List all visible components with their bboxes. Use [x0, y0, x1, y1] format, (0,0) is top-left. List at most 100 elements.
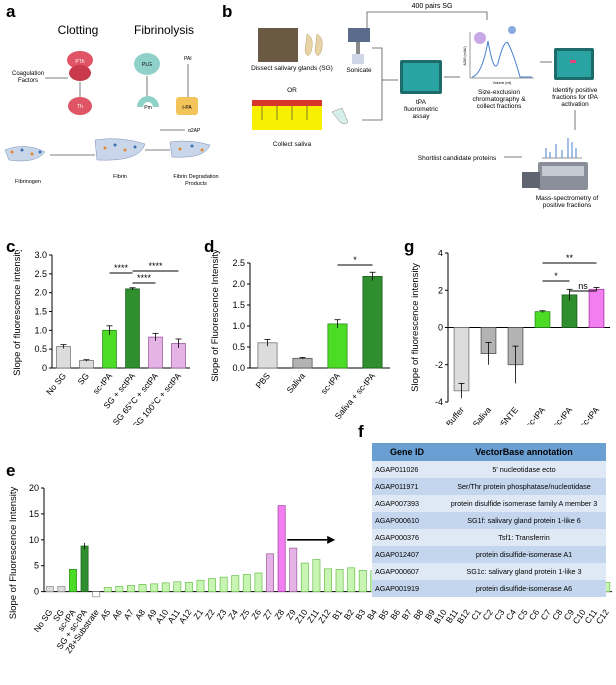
sec-l1: Size-exclusion: [478, 89, 520, 96]
annotation: protein disulfide-isomerase A1: [442, 546, 606, 563]
y-tick-label: 5: [34, 561, 39, 571]
table-row: AGAP000607 SG1c: salivary gland protein 1…: [372, 563, 606, 580]
panel-label-d: d: [204, 237, 215, 256]
panel-a-schematic: Clotting Fibrinolysis Coagulation Factor…: [4, 23, 219, 187]
y-tick-label: 15: [29, 509, 39, 519]
bar: [312, 559, 321, 592]
dissect-label: Dissect salivary glands (SG): [251, 65, 333, 72]
gene-table-header: Gene ID VectorBase annotation: [372, 443, 606, 461]
coag-factors-l1: Coagulation: [12, 71, 44, 77]
bar: [588, 288, 605, 328]
bar: [300, 562, 309, 592]
y-tick-label: 1.0: [232, 321, 245, 331]
panel-label-b: b: [222, 2, 233, 21]
annotation: protein disulfide isomerase family A mem…: [442, 495, 606, 512]
bar: [45, 586, 54, 592]
table-row: AGAP007393 protein disulfide isomerase fa…: [372, 495, 606, 512]
mosquito-feeding-icon: [252, 100, 322, 130]
fdp-label-l2: Products: [185, 181, 207, 187]
y-tick-label: 0.0: [232, 363, 245, 373]
bar: [161, 582, 170, 592]
or-label: OR: [287, 87, 297, 94]
tpa-assay-l1: tPA: [416, 99, 427, 106]
chrom-ylabel: A280 (mAU): [463, 46, 467, 65]
tpa-assay-l3: assay: [413, 113, 431, 120]
gene-id: AGAP000610: [372, 512, 442, 529]
bar: [173, 581, 182, 592]
thrombin-icon: [68, 97, 92, 115]
y-tick-label: 0.5: [34, 344, 47, 354]
significance-label: ****: [148, 261, 163, 271]
bar: [277, 505, 286, 592]
bar: [534, 311, 551, 328]
y-tick-label: 1.5: [34, 307, 47, 317]
bar: [80, 545, 89, 592]
table-row: AGAP011026 5' nucleotidase ecto: [372, 461, 606, 478]
significance-label: *: [353, 255, 357, 265]
table-row: AGAP011971 Ser/Thr protein phosphatase/nu…: [372, 478, 606, 495]
x-tick-label: Saliva: [470, 405, 493, 425]
y-axis-label: Slope of Fluorescence Intensity: [210, 250, 221, 382]
gene-id-header: Gene ID: [372, 443, 442, 461]
fibrinogen-icon: [4, 146, 46, 162]
x-tick-label: No SG: [32, 607, 55, 634]
annotation: Tsf1: Transferrin: [442, 529, 606, 546]
clotting-title: Clotting: [58, 23, 99, 37]
z8-arrowhead: [327, 535, 336, 544]
prothrombin-icon: [67, 51, 93, 81]
gene-id: AGAP011026: [372, 461, 442, 478]
plate-positive-icon: [554, 48, 594, 80]
fdp-icon: [169, 140, 211, 158]
x-tick-label: C12: [594, 607, 611, 626]
bar: [103, 587, 112, 592]
bar: [289, 547, 298, 592]
annotation: SG1c: salivary gland protein 1-like 3: [442, 563, 606, 580]
y-tick-label: -2: [435, 360, 443, 370]
y-tick-label: 4: [438, 250, 443, 258]
tpa-label: t-PA: [182, 105, 192, 111]
panel-label-f: f: [358, 422, 364, 441]
plate-icon: [400, 60, 442, 94]
annotation: SG1f: salivary gland protein 1-like 6: [442, 512, 606, 529]
dissection-photo: [258, 28, 298, 62]
bar: [242, 574, 251, 592]
bar: [125, 288, 140, 369]
table-row: AGAP000610 SG1f: salivary gland protein 1…: [372, 512, 606, 529]
tpa-icon: [176, 97, 198, 115]
bar: [79, 360, 94, 369]
gene-id: AGAP012407: [372, 546, 442, 563]
bar: [184, 581, 193, 592]
panel-label-c: c: [6, 237, 16, 256]
panel-label-g: g: [404, 237, 415, 256]
y-tick-label: 1.0: [34, 325, 47, 335]
gene-id: AGAP001919: [372, 580, 442, 597]
ms-l1: Mass-spectrometry of: [536, 195, 599, 202]
significance-label: **: [566, 253, 574, 263]
ms-spectrum-icon: [540, 130, 584, 160]
shortlist-label: Shortlist candidate proteins: [418, 155, 497, 162]
pairs-sg-label: 400 pairs SG: [412, 3, 453, 10]
bar: [138, 584, 147, 592]
pth-label: PTh: [75, 59, 84, 65]
x-tick-label: Buffer: [444, 405, 466, 425]
y-axis-label: Slope of fluorescence intensity: [410, 263, 421, 392]
gene-id: AGAP000376: [372, 529, 442, 546]
annotation: 5' nucleotidase ecto: [442, 461, 606, 478]
x-tick-label: SG: [75, 371, 91, 387]
bar: [102, 329, 117, 369]
plg-label: PLG: [142, 62, 152, 68]
chromatogram-icon: [462, 26, 537, 85]
ms-l2: positive fractions: [543, 202, 592, 209]
annotation-header: VectorBase annotation: [442, 443, 606, 461]
sec-l2: chromatography &: [472, 96, 526, 103]
mass-spec-instrument-icon: [522, 162, 588, 190]
y-tick-label: 1.5: [232, 300, 245, 310]
significance-label: ****: [137, 273, 152, 283]
bar: [69, 569, 77, 592]
bar: [347, 567, 356, 592]
bar: [358, 570, 367, 592]
pai-label: PAI: [184, 56, 192, 62]
bar: [126, 585, 135, 592]
bar: [324, 568, 332, 592]
gene-id: AGAP011971: [372, 478, 442, 495]
